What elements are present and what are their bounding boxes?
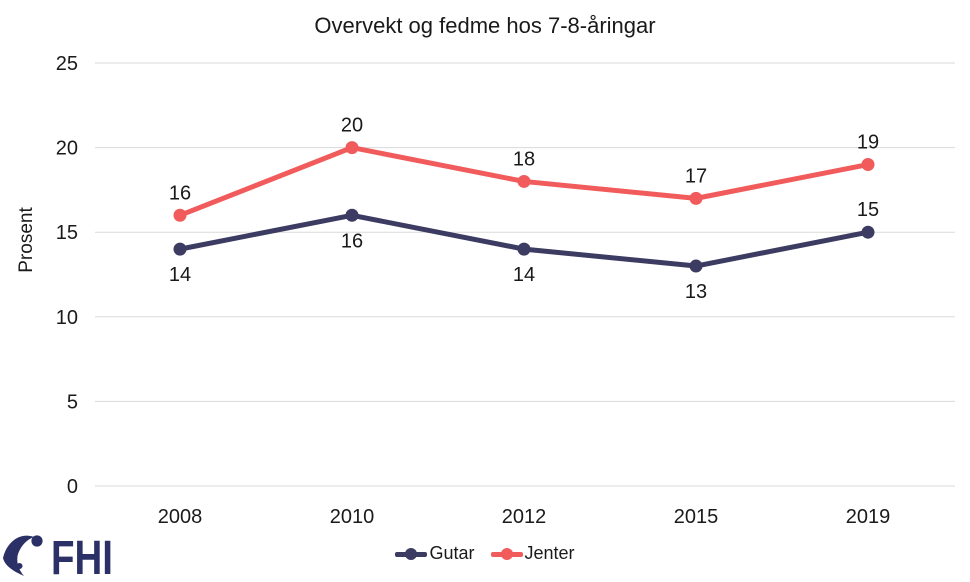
data-label-gutar: 14 [169, 264, 191, 286]
x-tick-label: 2010 [330, 506, 375, 528]
data-label-gutar: 16 [341, 230, 363, 252]
gutar-series-swatch-icon [395, 547, 428, 561]
fhi-logo: FHI [3, 532, 113, 580]
data-label-gutar: 13 [685, 281, 707, 303]
data-point-gutar [861, 225, 875, 239]
data-point-jenter [173, 208, 187, 222]
x-tick-label: 2012 [502, 506, 547, 528]
x-tick-label: 2015 [674, 506, 719, 528]
data-point-gutar [173, 242, 187, 256]
data-label-gutar: 14 [513, 264, 535, 286]
data-point-jenter [689, 191, 703, 205]
data-point-gutar [517, 242, 531, 256]
y-tick-label: 25 [56, 53, 78, 75]
data-label-jenter: 20 [341, 115, 363, 137]
data-label-jenter: 19 [857, 132, 879, 154]
data-label-jenter: 17 [685, 165, 707, 187]
legend-label-gutar: Gutar [429, 543, 475, 563]
y-tick-label: 20 [56, 138, 78, 160]
data-point-gutar [345, 208, 359, 222]
fhi-logo-text: FHI [51, 532, 113, 580]
fhi-swirl-icon [3, 535, 43, 576]
legend-item-gutar: Gutar [395, 543, 475, 564]
y-tick-label: 10 [56, 307, 78, 329]
chart-legend: Gutar Jenter [0, 543, 970, 564]
y-tick-label: 5 [67, 391, 78, 413]
data-label-jenter: 16 [169, 182, 191, 204]
legend-item-jenter: Jenter [490, 543, 575, 564]
y-tick-label: 15 [56, 222, 78, 244]
data-point-jenter [517, 174, 531, 188]
x-tick-label: 2019 [846, 506, 891, 528]
chart-title: Overvekt og fedme hos 7-8-åringar [314, 13, 656, 38]
data-label-gutar: 15 [857, 199, 879, 221]
legend-label-jenter: Jenter [524, 543, 575, 563]
data-label-jenter: 18 [513, 148, 535, 170]
y-tick-label: 0 [67, 476, 78, 498]
data-point-jenter [861, 158, 875, 172]
series-line-gutar [177, 212, 871, 269]
data-point-gutar [689, 259, 703, 273]
jenter-series-swatch-icon [490, 547, 523, 561]
data-point-jenter [345, 141, 359, 155]
x-tick-label: 2008 [158, 506, 203, 528]
